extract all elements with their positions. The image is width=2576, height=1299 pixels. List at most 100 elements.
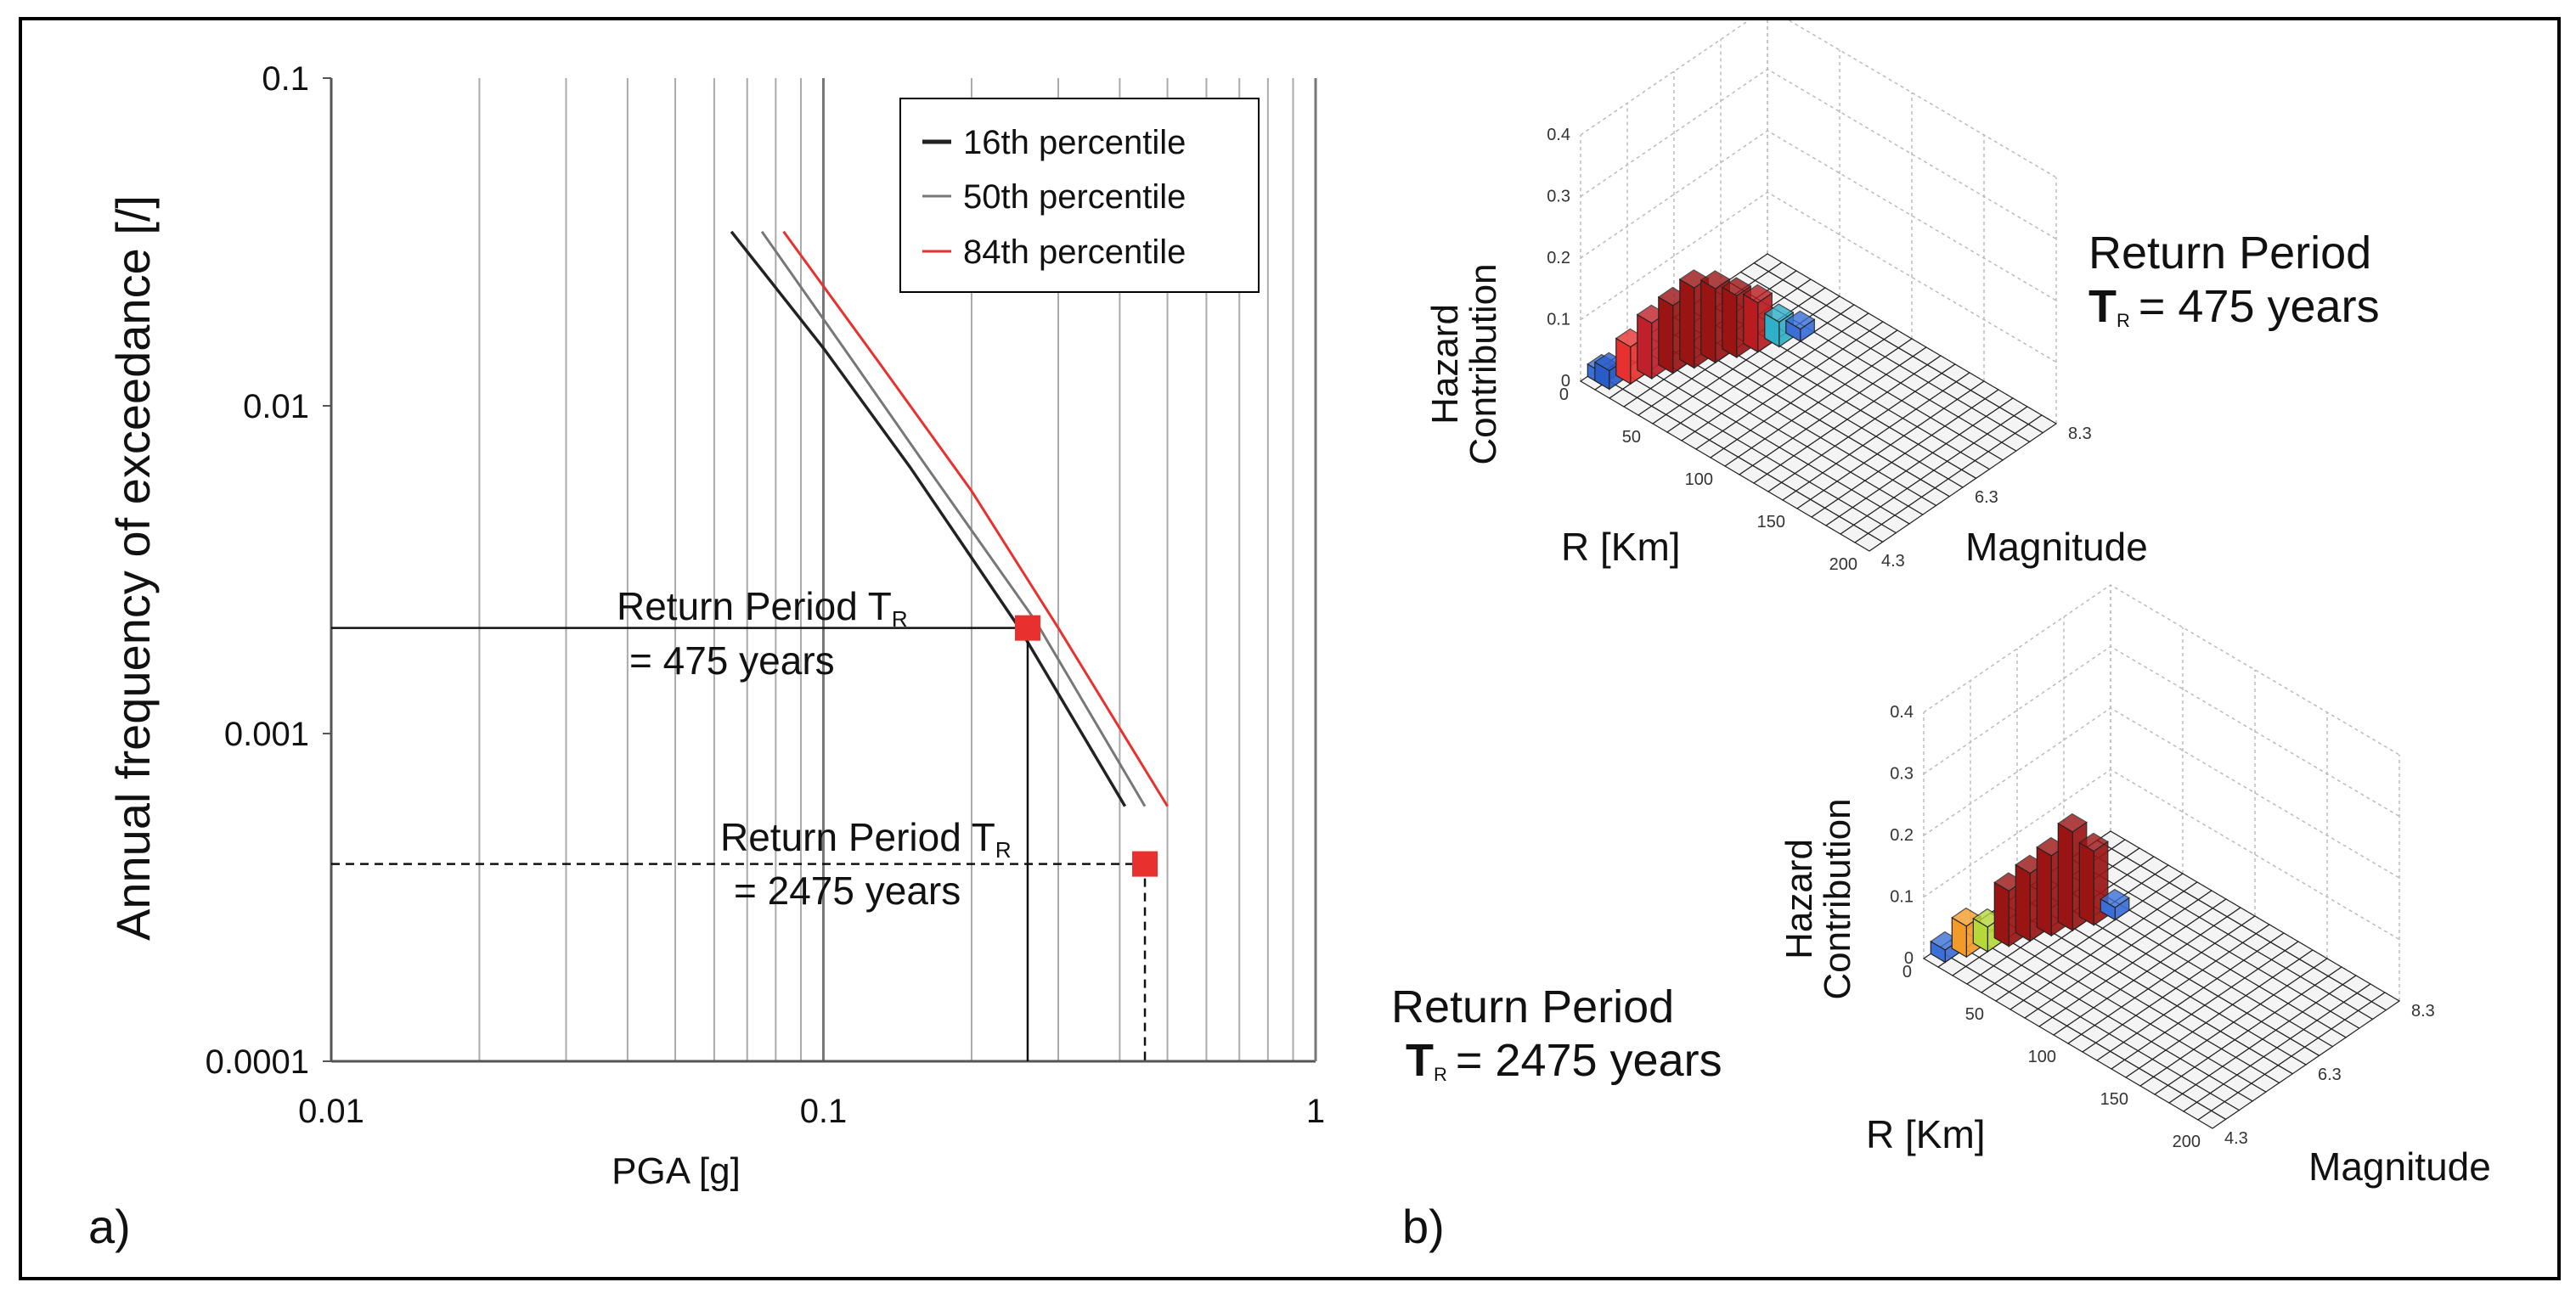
r-tick-label: 50	[1965, 1005, 1984, 1024]
r-tick-label: 0	[1902, 963, 1912, 981]
z-label-2475-1: Hazard	[1778, 839, 1820, 959]
m-tick-label: 6.3	[1975, 488, 1998, 507]
bar-top	[1721, 277, 1752, 297]
panel-a: 0.0001 0.001 0.01 0.1 0.01 0.1 1 Return Period…	[19, 17, 1360, 1280]
legend: 16th percentile 50th percentile 84th per…	[899, 98, 1260, 293]
z-tick-label: 0.2	[1547, 249, 1570, 267]
z-label-475-2: Contribution	[1463, 263, 1504, 464]
x-label-2475: R [Km]	[1866, 1112, 1986, 1156]
bar-front	[1700, 279, 1716, 364]
panel-a-label: a)	[88, 1200, 131, 1253]
z-tick-label: 0	[1561, 372, 1570, 391]
wall-grid-line	[1580, 130, 2057, 301]
legend-box	[899, 98, 1260, 293]
r-tick-label: 200	[1829, 555, 1857, 574]
bar-front	[2015, 863, 2031, 942]
bar-top	[1742, 284, 1773, 304]
annotation-2475-line1: Return Period TR	[720, 815, 1012, 863]
annotation-475-line2: = 475 years	[629, 638, 835, 683]
y-tick-label: 0.01	[243, 388, 309, 425]
z-tick-label: 0.3	[1547, 188, 1570, 206]
bar-top	[1699, 270, 1731, 290]
m-tick-label: 6.3	[2318, 1066, 2342, 1084]
y-axis-label: Annual frequency of exceedance [/]	[106, 195, 160, 941]
x-tick-label: 0.01	[298, 1093, 364, 1130]
legend-label-50: 50th percentile	[963, 178, 1186, 216]
series-group	[730, 230, 1169, 807]
series-line-16th	[730, 230, 1127, 807]
deaggregation-475-plot: 0 0.1 0.2 0.3 0.4 0 50 100 150 200 4.3 6.3 8.3	[1547, 7, 2092, 574]
r-tick-label: 150	[2100, 1090, 2128, 1109]
bar-front	[1637, 313, 1653, 380]
bar-front	[2057, 822, 2073, 931]
m-tick-label: 8.3	[2411, 1002, 2435, 1021]
annotation-2475-line2: = 2475 years	[734, 869, 961, 913]
r-tick-label: 150	[1757, 513, 1785, 531]
bar-front	[1658, 295, 1674, 374]
bar-front	[2036, 846, 2052, 937]
return-period-marker	[1014, 615, 1040, 641]
bar-top	[2100, 888, 2130, 908]
bar-front	[2078, 841, 2094, 926]
bar-top	[2078, 832, 2109, 852]
x-tick-label: 1	[1306, 1093, 1325, 1130]
bar-front	[1722, 286, 1738, 358]
x-tick-label: 0.1	[800, 1093, 848, 1130]
legend-label-84: 84th percentile	[963, 233, 1186, 271]
reference-lines	[331, 627, 1147, 1061]
hazard-curve-chart: 0.0001 0.001 0.01 0.1 0.01 0.1 1 Return Period…	[88, 60, 1325, 1253]
bar-front	[1993, 881, 2010, 948]
z-tick-label: 0.2	[1890, 826, 1914, 845]
series-line-84th	[782, 230, 1169, 807]
wall-grid-line	[1923, 645, 2400, 818]
floor-cell	[2370, 992, 2401, 1011]
wall-grid-line	[1580, 68, 2057, 240]
rp-value-2475: TR = 2475 years	[1406, 1035, 1722, 1086]
series-line-50th	[760, 230, 1147, 807]
r-tick-label: 0	[1559, 385, 1569, 404]
z-tick-label: 0.1	[1547, 311, 1570, 329]
rp-title-2475: Return Period	[1391, 981, 1674, 1032]
return-period-marker	[1132, 851, 1158, 877]
rp-value-475: TR = 475 years	[2088, 281, 2380, 332]
y-tick-label: 0.0001	[206, 1043, 309, 1081]
bar-top	[1784, 310, 1816, 330]
r-tick-label: 100	[2028, 1048, 2056, 1066]
panel-b-label: b)	[1402, 1200, 1445, 1253]
rp-title-475: Return Period	[2088, 228, 2371, 278]
x-axis-label: PGA [g]	[612, 1150, 741, 1192]
annotation-475-line1: Return Period TR	[617, 584, 908, 632]
marker-group	[1014, 615, 1158, 877]
panel-b: 0 0.1 0.2 0.3 0.4 0 50 100 150 200 4.3 6.3 8.3 0 0.1 0…	[1353, 7, 2561, 1280]
r-tick-label: 200	[2173, 1133, 2201, 1151]
deaggregation-2475-plot: 0 0.1 0.2 0.3 0.4 0 50 100 150 200 4.3 6.3 8.3	[1890, 584, 2435, 1151]
z-tick-label: 0	[1904, 949, 1914, 968]
y-tick-label: 0.1	[262, 60, 309, 98]
z-tick-label: 0.1	[1890, 888, 1914, 907]
z-tick-label: 0.4	[1547, 126, 1570, 144]
m-tick-label: 8.3	[2068, 425, 2092, 443]
wall-grid-line	[1580, 7, 2057, 178]
z-label-2475-2: Contribution	[1817, 798, 1858, 999]
bar-top	[1763, 303, 1795, 323]
m-tick-label: 4.3	[1881, 552, 1905, 571]
floor-cell	[2027, 414, 2058, 434]
tick-labels: 0.0001 0.001 0.01 0.1 0.01 0.1 1	[206, 60, 1325, 1130]
r-tick-label: 50	[1622, 428, 1641, 447]
y-label-475: Magnitude	[1965, 525, 2148, 569]
y-tick-label: 0.001	[224, 716, 309, 753]
z-tick-label: 0.4	[1890, 703, 1914, 722]
bar-top	[2057, 813, 2088, 833]
wall-grid-line	[1923, 707, 2400, 879]
r-tick-label: 100	[1685, 470, 1713, 489]
bar-front	[1679, 278, 1695, 369]
wall-grid-line	[1923, 584, 2400, 756]
x-label-475: R [Km]	[1561, 525, 1681, 569]
z-tick-label: 0.3	[1890, 765, 1914, 784]
m-tick-label: 4.3	[2224, 1129, 2248, 1148]
legend-label-16: 16th percentile	[963, 124, 1186, 161]
z-label-475-1: Hazard	[1424, 304, 1466, 425]
bar-front	[1743, 293, 1759, 353]
y-label-2475: Magnitude	[2308, 1144, 2491, 1189]
